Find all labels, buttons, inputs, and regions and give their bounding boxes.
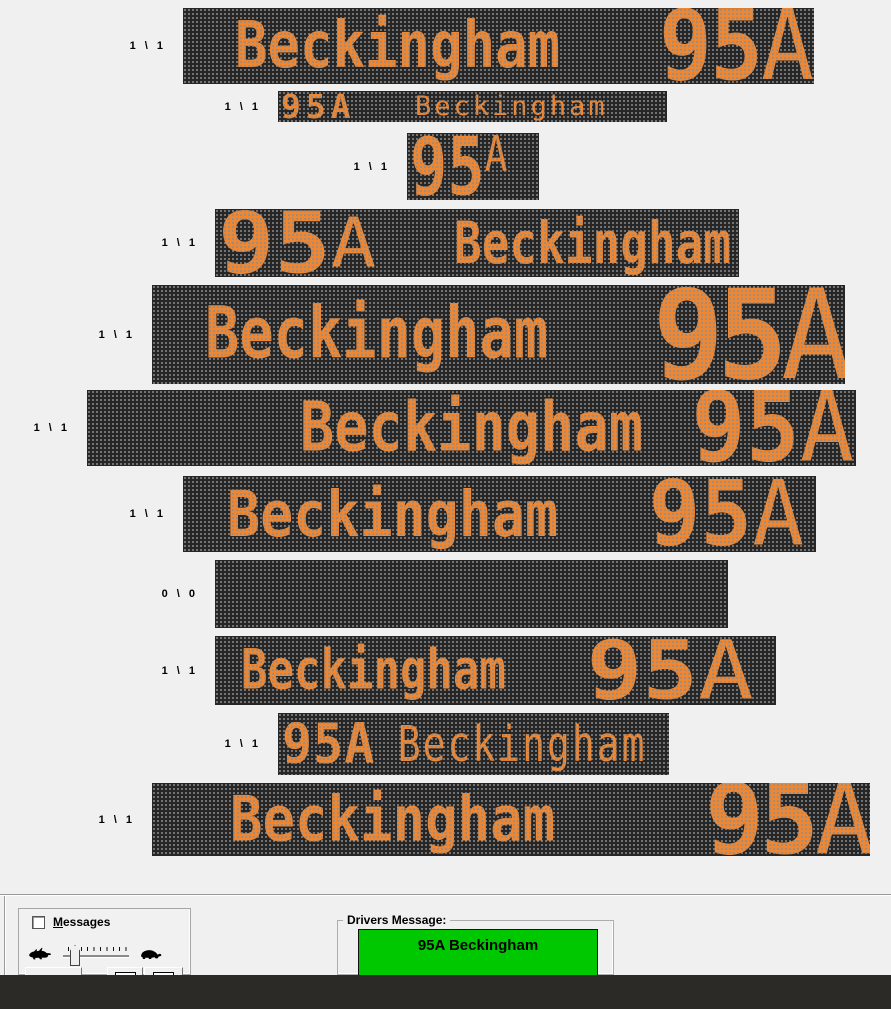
sign-counter-label: 1 \ 1 bbox=[224, 100, 261, 113]
slider-thumb[interactable] bbox=[70, 945, 80, 966]
led-sign-display-blank[interactable] bbox=[215, 560, 728, 628]
sign-row-1: 1 \ 1 Beckingham 95 A bbox=[130, 8, 814, 84]
sign-destination-text: Beckingham bbox=[299, 390, 644, 466]
led-sign-display[interactable]: Beckingham 95 A bbox=[215, 636, 776, 705]
sign-route-text: 95 A bbox=[410, 133, 508, 200]
sign-row-10: 1 \ 1 95 A Beckingham bbox=[225, 713, 669, 775]
section-divider bbox=[0, 894, 891, 896]
sign-route-text: 95 A bbox=[282, 713, 376, 775]
sign-route-text: 95 A bbox=[648, 476, 804, 552]
sign-counter-label: 1 \ 1 bbox=[98, 328, 135, 341]
sign-row-2: 1 \ 1 95 A Beckingham bbox=[225, 91, 667, 122]
sign-destination-text: Beckingham bbox=[241, 638, 506, 702]
sign-route-text: 95 A bbox=[586, 636, 754, 705]
turtle-icon bbox=[141, 950, 162, 959]
drivers-message-group: Drivers Message: 95A Beckingham bbox=[337, 913, 614, 991]
speed-slider[interactable] bbox=[63, 939, 131, 973]
drivers-message-group-label: Drivers Message: bbox=[343, 913, 451, 927]
slider-track[interactable] bbox=[63, 955, 129, 958]
sign-destination-text: Beckingham bbox=[454, 209, 731, 277]
sign-route-text: 95 A bbox=[218, 209, 377, 277]
sign-row-7: 1 \ 1 Beckingham 95 A bbox=[130, 476, 816, 552]
led-sign-display[interactable]: Beckingham 95 A bbox=[183, 8, 814, 84]
sign-counter-label: 1 \ 1 bbox=[161, 664, 198, 677]
sign-counter-label: 1 \ 1 bbox=[161, 237, 198, 249]
sign-destination-text: Beckingham bbox=[235, 8, 561, 83]
sign-row-4: 1 \ 1 95 A Beckingham bbox=[162, 209, 739, 277]
sign-row-9: 1 \ 1 Beckingham 95 A bbox=[162, 636, 776, 705]
led-sign-display[interactable]: 95 A Beckingham bbox=[278, 91, 667, 122]
led-sign-display[interactable]: 95 A Beckingham bbox=[278, 713, 669, 775]
sign-counter-label: 1 \ 1 bbox=[129, 508, 166, 520]
sign-destination-text: Beckingham bbox=[227, 476, 559, 551]
led-sign-display[interactable]: 95 A bbox=[407, 133, 539, 200]
messages-checkbox-label[interactable]: Messages bbox=[53, 915, 111, 929]
sign-route-text: 95 A bbox=[659, 8, 814, 84]
led-sign-display[interactable]: Beckingham 95 A bbox=[152, 285, 845, 384]
sign-counter-label: 0 \ 0 bbox=[161, 588, 198, 600]
sign-row-11: 1 \ 1 Beckingham 95 A bbox=[99, 783, 870, 856]
bottom-dark-bar bbox=[0, 975, 891, 1009]
sign-destination-text: Beckingham bbox=[415, 91, 608, 122]
sign-counter-label: 1 \ 1 bbox=[353, 160, 390, 173]
sign-destination-text: Beckingham bbox=[230, 783, 556, 856]
frame-left-edge bbox=[4, 896, 6, 975]
rabbit-icon bbox=[29, 947, 51, 960]
sign-route-text: 95 A bbox=[281, 91, 356, 122]
led-sign-display[interactable]: 95 A Beckingham bbox=[215, 209, 739, 277]
messages-checkbox-row: Messages bbox=[32, 915, 110, 929]
sign-counter-label: 1 \ 1 bbox=[98, 813, 135, 826]
sign-destination-text: Beckingham bbox=[205, 292, 549, 376]
sign-row-8: 0 \ 0 bbox=[162, 560, 728, 628]
sign-row-5: 1 \ 1 Beckingham 95 A bbox=[99, 285, 845, 384]
sign-destination-text: Beckingham bbox=[397, 715, 647, 773]
led-sign-display[interactable]: Beckingham 95 A bbox=[87, 390, 856, 466]
sign-route-text: 95 A bbox=[652, 285, 845, 384]
slider-ticks bbox=[68, 947, 127, 951]
sign-row-6: 1 \ 1 Beckingham 95 A bbox=[34, 390, 856, 466]
sign-route-text: 95 A bbox=[691, 390, 854, 466]
led-sign-display[interactable]: Beckingham 95 A bbox=[152, 783, 870, 856]
messages-panel: Messages bbox=[18, 908, 191, 987]
sign-counter-label: 1 \ 1 bbox=[33, 422, 70, 434]
speed-slider-row bbox=[19, 939, 190, 973]
messages-checkbox[interactable] bbox=[32, 915, 45, 929]
sign-row-3: 1 \ 1 95 A bbox=[354, 133, 539, 200]
sign-route-text: 95 A bbox=[704, 783, 870, 856]
sign-counter-label: 1 \ 1 bbox=[129, 40, 166, 52]
led-sign-display[interactable]: Beckingham 95 A bbox=[183, 476, 816, 552]
sign-counter-label: 1 \ 1 bbox=[224, 738, 261, 750]
drivers-message-text: 95A Beckingham bbox=[417, 937, 539, 954]
